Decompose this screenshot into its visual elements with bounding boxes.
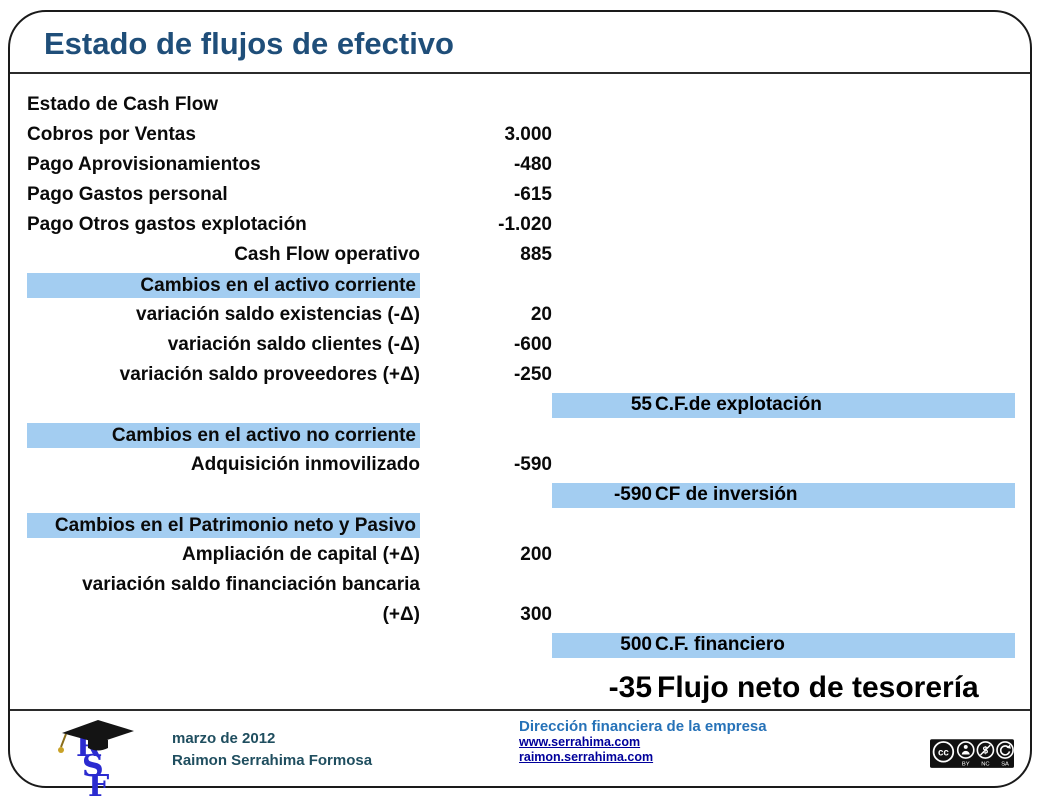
tassel [60, 733, 67, 748]
course-block: Dirección financiera de la empresa www.s… [519, 718, 767, 765]
row-value: -600 [513, 334, 552, 355]
cc-icon [932, 741, 955, 763]
footer-divider [10, 709, 1030, 711]
sa-label: SA [1001, 762, 1009, 768]
result-bar: 500 C.F. financiero [552, 632, 1015, 658]
net-result-value: -35 [608, 671, 652, 704]
row-label: (+Δ) [382, 604, 420, 625]
table-heading: Estado de Cash Flow [27, 94, 219, 115]
footer-credits: marzo de 2012 Raimon Serrahima Formosa [172, 728, 372, 772]
table-row: Cobros por Ventas 3.000 [27, 120, 1019, 150]
row-label: Cash Flow operativo [234, 244, 420, 265]
svg-text:cc: cc [938, 747, 949, 758]
graduation-cap-icon [62, 720, 134, 743]
slide-title: Estado de flujos de efectivo [44, 26, 454, 61]
table-row: variación saldo financiación bancaria [27, 570, 1019, 600]
result-value: -590 [613, 484, 652, 505]
svg-text:$: $ [983, 746, 989, 757]
subtotal-row: Cash Flow operativo 885 [27, 240, 1019, 270]
result-row-investing: -590 CF de inversión [27, 480, 1019, 510]
result-bar: 55 C.F.de explotación [552, 392, 1015, 418]
table-row: Ampliación de capital (+Δ) 200 [27, 540, 1019, 570]
table-row: (+Δ) 300 [27, 600, 1019, 630]
result-value: 500 [620, 634, 652, 655]
result-value: 55 [630, 394, 652, 415]
row-value: 20 [530, 304, 552, 325]
row-label: Adquisición inmovilizado [190, 454, 420, 475]
slide-frame: Estado de flujos de efectivo Estado de C… [8, 10, 1032, 803]
cc-license-badge[interactable]: cc $ BY NC SA [930, 739, 1014, 775]
nc-label: NC [981, 762, 989, 768]
row-label: Cobros por Ventas [27, 124, 196, 145]
section-header-bar: Cambios en el activo no corriente [27, 422, 420, 448]
result-row-operating: 55 C.F.de explotación [27, 390, 1019, 420]
row-label: variación saldo financiación bancaria [82, 574, 420, 595]
row-label: variación saldo existencias (-Δ) [136, 304, 420, 325]
row-label: Pago Otros gastos explotación [27, 214, 307, 235]
rsf-logo: R S F [48, 716, 140, 803]
title-divider [10, 72, 1030, 74]
row-value: 885 [520, 244, 552, 265]
row-value: 3.000 [504, 124, 552, 145]
section-header-row: Cambios en el activo no corriente [27, 420, 1019, 450]
row-value: 300 [520, 604, 552, 625]
footer-author: Raimon Serrahima Formosa [172, 752, 373, 769]
row-value: -615 [513, 184, 552, 205]
by-label: BY [962, 762, 970, 768]
row-label: variación saldo clientes (-Δ) [167, 334, 420, 355]
table-row: Pago Gastos personal -615 [27, 180, 1019, 210]
result-label: CF de inversión [655, 484, 798, 505]
result-row-financing: 500 C.F. financiero [27, 630, 1019, 660]
row-value: -480 [513, 154, 552, 175]
table-row: variación saldo proveedores (+Δ) -250 [27, 360, 1019, 390]
result-bar: -590 CF de inversión [552, 482, 1015, 508]
net-result-row: -35 Flujo neto de tesorería [27, 664, 1019, 712]
table-row: variación saldo clientes (-Δ) -600 [27, 330, 1019, 360]
logo-letter-s: S [82, 749, 104, 784]
net-result-label: Flujo neto de tesorería [657, 671, 979, 704]
row-value: 200 [520, 544, 552, 565]
section-header-row: Cambios en el activo corriente [27, 270, 1019, 300]
row-value: -1.020 [498, 214, 552, 235]
table-heading-row: Estado de Cash Flow [27, 90, 1019, 120]
table-row: variación saldo existencias (-Δ) 20 [27, 300, 1019, 330]
section-header-bar: Cambios en el Patrimonio neto y Pasivo [27, 512, 420, 538]
link-www-serrahima[interactable]: www.serrahima.com [519, 735, 641, 749]
by-attribution-icon [956, 741, 975, 759]
section-header-row: Cambios en el Patrimonio neto y Pasivo [27, 510, 1019, 540]
course-title: Dirección financiera de la empresa [519, 718, 767, 735]
logo-letter-f: F [88, 769, 109, 798]
link-raimon-serrahima[interactable]: raimon.serrahima.com [519, 750, 654, 764]
table-row: Adquisición inmovilizado -590 [27, 450, 1019, 480]
section-header-bar: Cambios en el activo corriente [27, 272, 420, 298]
rsf-logo-graphic: R S F [58, 720, 134, 803]
table-row: Pago Otros gastos explotación -1.020 [27, 210, 1019, 240]
row-label: Pago Aprovisionamientos [27, 154, 261, 175]
sa-sharealike-icon [996, 741, 1014, 759]
row-label: variación saldo proveedores (+Δ) [119, 364, 420, 385]
row-label: Pago Gastos personal [27, 184, 228, 205]
nc-noncommercial-icon [976, 741, 995, 759]
row-value: -590 [513, 454, 552, 475]
result-label: C.F. financiero [655, 634, 785, 655]
table-row: Pago Aprovisionamientos -480 [27, 150, 1019, 180]
row-label: Ampliación de capital (+Δ) [181, 544, 420, 565]
row-value: -250 [513, 364, 552, 385]
cashflow-table: Estado de Cash Flow Cobros por Ventas 3.… [27, 90, 1019, 712]
footer-date: marzo de 2012 [172, 730, 276, 747]
result-label: C.F.de explotación [655, 394, 822, 415]
